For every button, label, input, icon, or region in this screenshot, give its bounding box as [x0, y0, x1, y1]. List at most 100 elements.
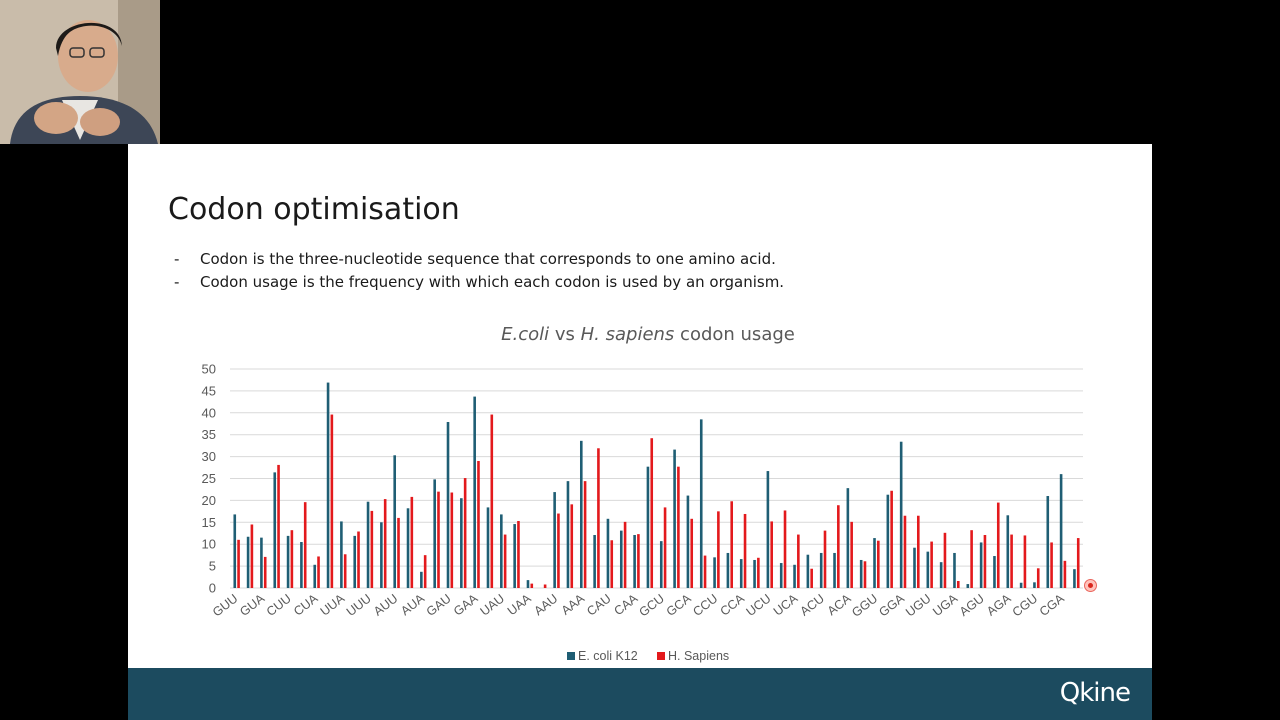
- bar-hsapiens: [263, 556, 267, 588]
- bar-hsapiens: [797, 534, 800, 588]
- bar-hsapiens: [437, 491, 440, 588]
- bar-ecoli: [1046, 496, 1050, 588]
- bar-hsapiens: [570, 504, 574, 588]
- bar-hsapiens: [343, 554, 347, 588]
- x-tick-label: GGA: [876, 591, 907, 620]
- bar-ecoli: [1006, 515, 1010, 588]
- bullet-marker: -: [174, 250, 180, 268]
- bullet-item: - Codon is the three-nucleotide sequence …: [174, 248, 784, 271]
- bar-ecoli: [886, 494, 890, 588]
- bar-hsapiens: [1076, 538, 1080, 588]
- bar-ecoli: [326, 382, 330, 588]
- y-tick-label: 15: [202, 515, 216, 530]
- bar-ecoli: [819, 552, 823, 588]
- bar-ecoli: [473, 396, 476, 588]
- legend-hsapiens-label: H. Sapiens: [668, 649, 729, 663]
- bar-ecoli: [939, 562, 943, 588]
- bar-hsapiens: [303, 502, 307, 588]
- bar-ecoli: [926, 551, 930, 588]
- bar-hsapiens: [317, 556, 320, 588]
- webcam-feed: [0, 0, 160, 144]
- x-tick-label: ACU: [798, 591, 827, 618]
- bar-hsapiens: [397, 517, 400, 588]
- laser-pointer: [1084, 579, 1097, 592]
- bar-ecoli: [899, 441, 903, 588]
- bar-ecoli: [619, 530, 623, 588]
- bar-hsapiens: [597, 448, 600, 588]
- bar-hsapiens: [1050, 542, 1053, 588]
- presenter-video: [0, 0, 160, 144]
- x-tick-label: UUU: [344, 591, 374, 619]
- x-tick-label: CCA: [718, 591, 748, 619]
- bar-ecoli: [433, 479, 436, 588]
- y-tick-label: 25: [202, 471, 216, 486]
- x-tick-label: UCU: [744, 591, 774, 619]
- legend-ecoli-label: E. coli K12: [578, 649, 638, 663]
- bar-ecoli: [966, 584, 970, 588]
- bar-hsapiens: [703, 555, 707, 588]
- bar-hsapiens: [503, 534, 507, 588]
- bar-hsapiens: [996, 502, 1000, 588]
- x-tick-label: CUA: [291, 591, 321, 619]
- y-tick-label: 10: [202, 537, 216, 552]
- bar-hsapiens: [810, 568, 813, 588]
- x-tick-label: AGA: [984, 591, 1014, 619]
- bullet-item: - Codon usage is the frequency with which…: [174, 271, 784, 294]
- bar-ecoli: [739, 559, 743, 588]
- bar-hsapiens: [463, 478, 467, 588]
- x-tick-label: UGA: [930, 591, 960, 619]
- bar-ecoli: [1033, 582, 1036, 588]
- bar-ecoli: [833, 552, 836, 588]
- y-tick-label: 45: [202, 383, 216, 398]
- x-tick-label: UUA: [318, 591, 348, 619]
- bar-ecoli: [766, 471, 770, 588]
- bar-hsapiens: [690, 518, 694, 588]
- bar-ecoli: [979, 542, 983, 588]
- x-tick-label: CAU: [584, 591, 613, 618]
- bar-hsapiens: [663, 507, 667, 588]
- bar-ecoli: [579, 440, 583, 588]
- bar-ecoli: [593, 535, 596, 588]
- bar-hsapiens: [930, 541, 933, 588]
- bar-ecoli: [859, 559, 863, 588]
- bar-ecoli: [486, 507, 490, 588]
- bar-hsapiens: [543, 584, 547, 588]
- bar-hsapiens: [677, 466, 680, 588]
- bar-hsapiens: [610, 540, 614, 588]
- bar-hsapiens: [450, 492, 454, 588]
- bar-ecoli: [993, 556, 996, 588]
- bar-hsapiens: [943, 532, 947, 588]
- bar-hsapiens: [730, 501, 734, 588]
- bar-ecoli: [300, 542, 303, 588]
- bar-hsapiens: [423, 555, 427, 588]
- bar-ecoli: [726, 552, 730, 588]
- bar-ecoli: [460, 498, 463, 588]
- bar-ecoli: [246, 536, 250, 588]
- bar-hsapiens: [956, 580, 960, 588]
- slide-footer: Qkine: [128, 668, 1152, 720]
- bar-ecoli: [1019, 582, 1023, 588]
- chart-title-suffix: codon usage: [674, 324, 795, 345]
- bar-ecoli: [699, 419, 703, 588]
- bar-ecoli: [500, 514, 503, 588]
- x-tick-label: GUA: [237, 591, 267, 619]
- bar-hsapiens: [370, 510, 374, 588]
- bar-ecoli: [1059, 474, 1063, 588]
- x-tick-label: GAA: [451, 591, 481, 619]
- y-tick-label: 50: [202, 362, 216, 377]
- bar-hsapiens: [330, 414, 334, 588]
- bar-ecoli: [393, 455, 397, 588]
- x-tick-label: AAU: [532, 591, 561, 618]
- bar-hsapiens: [357, 531, 360, 588]
- bar-hsapiens: [890, 490, 893, 588]
- chart-title-vs: vs: [549, 324, 581, 345]
- bar-hsapiens: [250, 524, 254, 588]
- bar-ecoli: [633, 535, 636, 588]
- bar-ecoli: [446, 421, 450, 588]
- bar-ecoli: [606, 518, 610, 588]
- bar-ecoli: [340, 521, 343, 588]
- slide-title: Codon optimisation: [168, 192, 460, 227]
- bar-hsapiens: [623, 521, 627, 588]
- bar-hsapiens: [637, 534, 640, 588]
- x-tick-label: GCA: [664, 591, 694, 619]
